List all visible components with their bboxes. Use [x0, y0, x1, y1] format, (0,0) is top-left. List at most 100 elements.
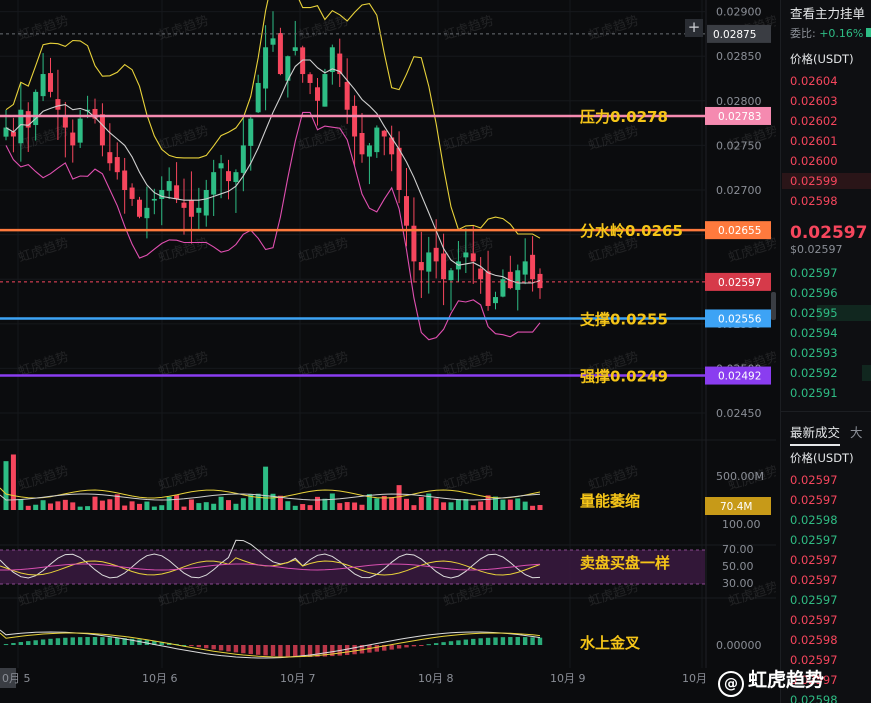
bid-row[interactable]: 0.02593: [781, 343, 871, 363]
price-text: 0.02602: [790, 114, 838, 128]
bid-row[interactable]: 0.02592: [781, 363, 871, 383]
level-label: 分水岭0.0265: [580, 222, 683, 240]
macd-bar: [330, 645, 335, 657]
volume-bar: [530, 505, 536, 510]
bid-row[interactable]: 0.02596: [781, 283, 871, 303]
ask-row[interactable]: 0.02598: [781, 191, 871, 211]
volume-bar: [233, 503, 239, 510]
level-tag-text: 0.02492: [718, 371, 761, 383]
axis-scroll-handle[interactable]: [771, 292, 776, 320]
bid-row[interactable]: 0.02597: [781, 263, 871, 283]
tab-latest-trades[interactable]: 最新成交: [790, 425, 841, 446]
volume-bar: [352, 502, 358, 510]
price-text: 0.02604: [790, 74, 838, 88]
level-tag: [705, 366, 771, 385]
candle-body: [240, 145, 246, 173]
macd-bar: [419, 645, 424, 646]
add-alert-button[interactable]: +: [685, 19, 703, 37]
ask-row[interactable]: 0.02604: [781, 71, 871, 91]
macd-bar: [278, 645, 283, 657]
volume-annotation: 量能萎缩: [580, 492, 640, 510]
macd-bar: [285, 645, 291, 657]
macd-bar: [70, 637, 75, 645]
high-ref-tag: [707, 24, 771, 43]
bid-row[interactable]: 0.02594: [781, 323, 871, 343]
candle-body: [277, 33, 283, 75]
ask-row[interactable]: 0.02599: [781, 171, 871, 191]
candle-body: [433, 247, 439, 262]
bollinger-upper: [5, 0, 541, 239]
candle-body: [107, 152, 113, 164]
volume-ma-yellow: [0, 487, 541, 499]
level-tag: [705, 221, 771, 240]
macd-bar: [107, 637, 113, 645]
macd-bar: [352, 645, 357, 655]
ask-row[interactable]: 0.02602: [781, 111, 871, 131]
macd-dif-line: [0, 629, 541, 659]
volume-bar: [92, 496, 98, 510]
volume-bar: [404, 498, 409, 510]
volume-bar: [478, 501, 484, 510]
volume-bar: [381, 495, 387, 510]
trades-list: 0.02597 0.02597 0.02598 0.02597 0.02597 0.025…: [781, 470, 871, 703]
candle-body: [144, 207, 150, 219]
trade-row: 0.02597: [790, 593, 838, 607]
candle-body: [315, 87, 320, 101]
candle-body: [500, 279, 506, 297]
candle-body: [396, 147, 402, 191]
kline-chart[interactable]: 0.02900 0.02850 0.02800 0.02750 0.02700 0.026…: [0, 0, 776, 703]
trades-price-header: 价格(USDT): [790, 451, 854, 465]
volume-tag-text: 70.4M: [720, 501, 752, 513]
x-tick-label: 0月 5: [2, 672, 31, 685]
volume-bar: [433, 498, 439, 510]
x-axis-cursor-tag: [0, 668, 16, 688]
macd-bar: [115, 637, 120, 645]
candle-body: [470, 253, 476, 262]
order-book-panel: 查看主力挂单 委比: +0.16% 价格(USDT) 0.02604 0.0260…: [780, 0, 871, 703]
macd-bar: [508, 637, 513, 645]
volume-bar: [470, 505, 476, 510]
ask-row[interactable]: 0.02600: [781, 151, 871, 171]
ratio-value: +0.16%: [819, 27, 864, 40]
tab-large-trades[interactable]: 大: [850, 425, 863, 440]
candle-body: [188, 200, 194, 217]
price-text: 0.02598: [790, 194, 838, 208]
last-price-usd: $0.02597: [790, 243, 843, 256]
volume-bar: [55, 501, 61, 510]
candle-body: [218, 163, 224, 169]
level-tag: [705, 309, 771, 328]
order-book-title[interactable]: 查看主力挂单: [790, 6, 866, 21]
macd-bar: [137, 639, 142, 645]
bid-row[interactable]: 0.02595: [781, 303, 871, 323]
macd-bar: [500, 637, 506, 645]
candle-body: [181, 202, 187, 208]
rsi-axis-label: 70.00: [722, 543, 754, 556]
ask-row[interactable]: 0.02603: [781, 91, 871, 111]
bid-row[interactable]: 0.02591: [781, 383, 871, 403]
macd-bar: [248, 645, 253, 655]
macd-bar: [396, 645, 402, 649]
volume-bar: [389, 497, 395, 510]
trade-row: 0.02597: [790, 533, 838, 547]
candle-body: [151, 198, 157, 201]
candle-body: [25, 111, 31, 128]
candle-body: [381, 130, 387, 137]
macd-bar: [189, 645, 194, 647]
macd-bar: [374, 645, 380, 652]
rsi-axis-label: 100.00: [722, 518, 761, 531]
x-tick-label: 10月 6: [142, 672, 178, 685]
macd-bar: [522, 637, 528, 645]
volume-bar: [62, 499, 68, 510]
ask-row[interactable]: 0.02601: [781, 131, 871, 151]
volume-bar: [144, 501, 150, 510]
volume-bar: [418, 497, 424, 510]
order-ratio: 委比: +0.16%: [781, 23, 871, 45]
volume-bar: [188, 499, 194, 510]
volume-bar: [226, 500, 231, 510]
brand-text: 虹虎趋势: [748, 669, 825, 691]
macd-bar: [122, 638, 127, 645]
macd-bar: [537, 637, 543, 645]
volume-bar: [426, 493, 432, 510]
candle-body: [137, 199, 142, 217]
macd-bar: [307, 645, 313, 657]
